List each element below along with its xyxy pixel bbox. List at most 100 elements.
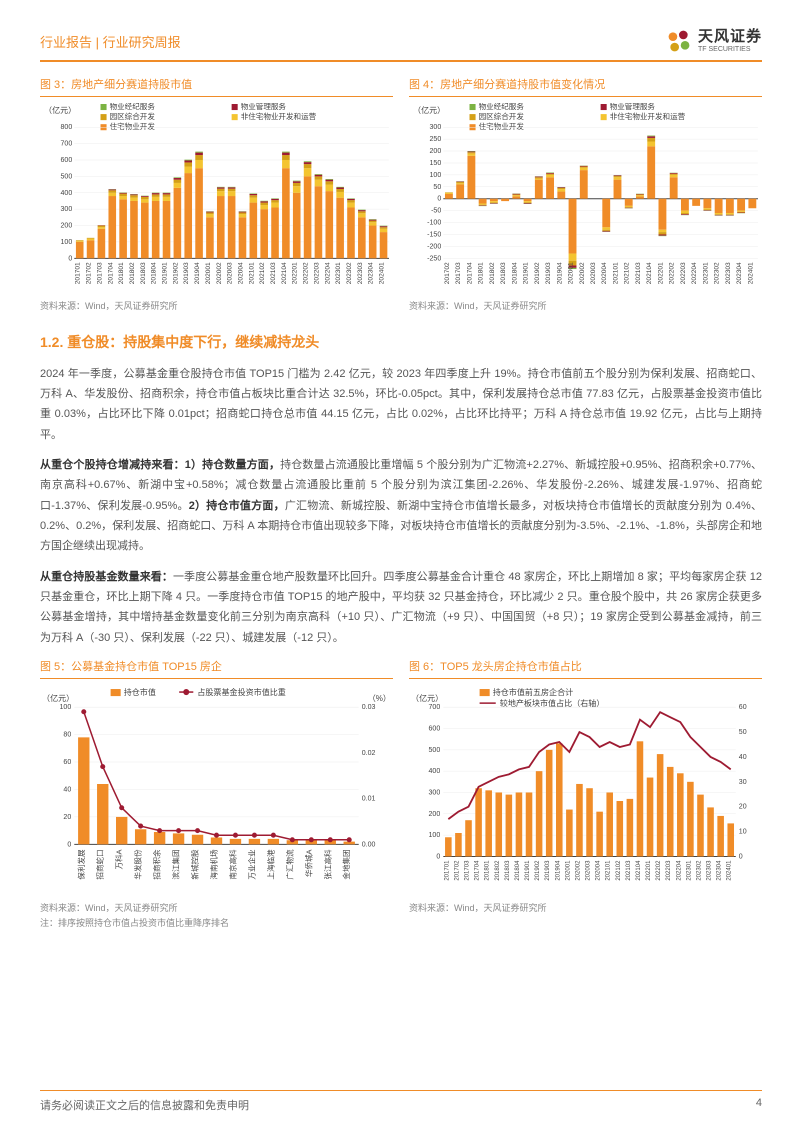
svg-text:700: 700 [429, 704, 441, 711]
svg-text:202004: 202004 [237, 262, 244, 284]
svg-text:10: 10 [739, 829, 747, 836]
svg-text:物业管理服务: 物业管理服务 [241, 103, 287, 111]
svg-text:201804: 201804 [151, 262, 158, 284]
svg-text:住宅物业开发: 住宅物业开发 [479, 121, 525, 131]
svg-text:202304: 202304 [717, 860, 723, 881]
svg-text:（亿元）: （亿元） [44, 105, 76, 115]
svg-text:300: 300 [429, 790, 441, 797]
logo-text-cn: 天风证券 [698, 29, 762, 44]
svg-text:201901: 201901 [523, 262, 530, 284]
svg-text:202203: 202203 [666, 860, 672, 881]
svg-text:202304: 202304 [736, 262, 743, 284]
svg-text:201801: 201801 [478, 262, 485, 284]
svg-text:400: 400 [429, 768, 441, 775]
header-crumb: 行业报告 | 行业研究周报 [40, 32, 181, 51]
svg-text:202204: 202204 [324, 262, 331, 284]
svg-text:250: 250 [430, 136, 442, 143]
svg-text:300: 300 [430, 124, 442, 131]
svg-text:201904: 201904 [555, 860, 561, 881]
svg-text:0: 0 [68, 255, 72, 262]
chart6-box: 图 6：TOP5 龙头房企持仓市值占比 持仓市值前五房企合计较地产板块市值占比（… [409, 658, 762, 929]
svg-text:202201: 202201 [646, 860, 652, 881]
svg-text:201702: 201702 [444, 262, 451, 284]
svg-text:园区综合开发: 园区综合开发 [110, 111, 156, 121]
svg-text:住宅物业开发: 住宅物业开发 [110, 121, 156, 131]
svg-text:201701: 201701 [444, 860, 450, 881]
svg-text:-250: -250 [427, 255, 441, 262]
svg-text:201803: 201803 [500, 262, 507, 284]
svg-text:201802: 201802 [489, 262, 496, 284]
svg-text:200: 200 [430, 148, 442, 155]
svg-text:600: 600 [61, 157, 73, 164]
svg-text:201901: 201901 [525, 860, 531, 881]
svg-text:202102: 202102 [259, 262, 266, 284]
svg-text:张江高科: 张江高科 [322, 849, 332, 880]
svg-text:金地集团: 金地集团 [341, 849, 351, 879]
chart3-title: 图 3：房地产细分赛道持股市值 [40, 76, 393, 97]
page-footer: 请务必阅读正文之后的信息披露和免责申明 4 [40, 1090, 762, 1113]
svg-text:202101: 202101 [248, 262, 255, 284]
svg-text:202103: 202103 [270, 262, 277, 284]
svg-text:202202: 202202 [656, 860, 662, 881]
svg-text:202103: 202103 [626, 860, 632, 881]
svg-text:（亿元）: （亿元） [411, 693, 443, 703]
svg-text:202401: 202401 [727, 860, 733, 881]
svg-text:滨江集团: 滨江集团 [171, 849, 181, 879]
svg-text:100: 100 [61, 239, 73, 246]
para-2-lead2: 2）持仓市值方面， [189, 500, 285, 512]
svg-text:202203: 202203 [313, 262, 320, 284]
svg-text:0.00: 0.00 [362, 841, 376, 848]
svg-text:600: 600 [429, 726, 441, 733]
svg-text:202303: 202303 [725, 262, 732, 284]
svg-text:202101: 202101 [612, 262, 619, 284]
footer-page: 4 [756, 1097, 762, 1113]
svg-text:0.03: 0.03 [362, 704, 376, 711]
para-3-lead: 从重仓持股基金数量来看： [40, 571, 173, 583]
svg-text:（%）: （%） [368, 694, 391, 703]
svg-text:202102: 202102 [624, 262, 631, 284]
svg-text:物业经纪服务: 物业经纪服务 [479, 103, 525, 111]
svg-text:202202: 202202 [303, 262, 310, 284]
svg-text:202302: 202302 [346, 262, 353, 284]
svg-text:园区综合开发: 园区综合开发 [479, 111, 525, 121]
svg-text:招商积余: 招商积余 [152, 849, 162, 880]
svg-text:202104: 202104 [281, 262, 288, 284]
svg-text:202104: 202104 [636, 860, 642, 881]
svg-text:200: 200 [429, 811, 441, 818]
svg-text:100: 100 [60, 704, 72, 711]
svg-text:保利发展: 保利发展 [76, 849, 86, 880]
svg-text:201703: 201703 [455, 262, 462, 284]
para-3: 从重仓持股基金数量来看：一季度公募基金重仓地产股数量环比回升。四季度公募基金合计… [40, 567, 762, 648]
svg-text:500: 500 [429, 747, 441, 754]
svg-text:201802: 201802 [129, 262, 136, 284]
svg-text:202401: 202401 [379, 262, 386, 284]
svg-text:201904: 201904 [556, 262, 563, 284]
svg-text:202004: 202004 [596, 860, 602, 881]
chart6-title: 图 6：TOP5 龙头房企持仓市值占比 [409, 658, 762, 679]
svg-text:800: 800 [61, 124, 73, 131]
svg-text:50: 50 [739, 729, 747, 736]
svg-text:201703: 201703 [96, 262, 103, 284]
svg-text:202101: 202101 [606, 860, 612, 881]
svg-text:占股票基金投资市值比重: 占股票基金投资市值比重 [197, 687, 286, 697]
svg-text:0: 0 [67, 841, 71, 848]
chart6-source: 资料来源：Wind，天风证券研究所 [409, 901, 762, 914]
chart6-canvas: 持仓市值前五房企合计较地产板块市值占比（右轴）（亿元）0100200300400… [409, 685, 762, 897]
svg-text:202003: 202003 [227, 262, 234, 284]
para-2-lead: 从重仓个股持仓增减持来看：1）持仓数量方面， [40, 459, 280, 471]
svg-text:500: 500 [61, 173, 73, 180]
svg-text:202304: 202304 [368, 262, 375, 284]
chart4-source: 资料来源：Wind，天风证券研究所 [409, 299, 762, 312]
svg-text:（亿元）: （亿元） [42, 693, 74, 703]
logo-flower-icon [666, 28, 692, 54]
svg-text:400: 400 [61, 190, 73, 197]
svg-text:202301: 202301 [686, 860, 692, 881]
svg-text:201701: 201701 [75, 262, 82, 284]
svg-text:（亿元）: （亿元） [413, 105, 445, 115]
chart5-source: 资料来源：Wind，天风证券研究所 [40, 901, 393, 914]
svg-text:万业企业: 万业企业 [246, 849, 256, 880]
svg-text:202303: 202303 [707, 860, 713, 881]
svg-text:201803: 201803 [505, 860, 511, 881]
chart5-canvas: 持仓市值占股票基金投资市值比重（亿元）（%）0204060801000.000.… [40, 685, 393, 897]
chart3-source: 资料来源：Wind，天风证券研究所 [40, 299, 393, 312]
